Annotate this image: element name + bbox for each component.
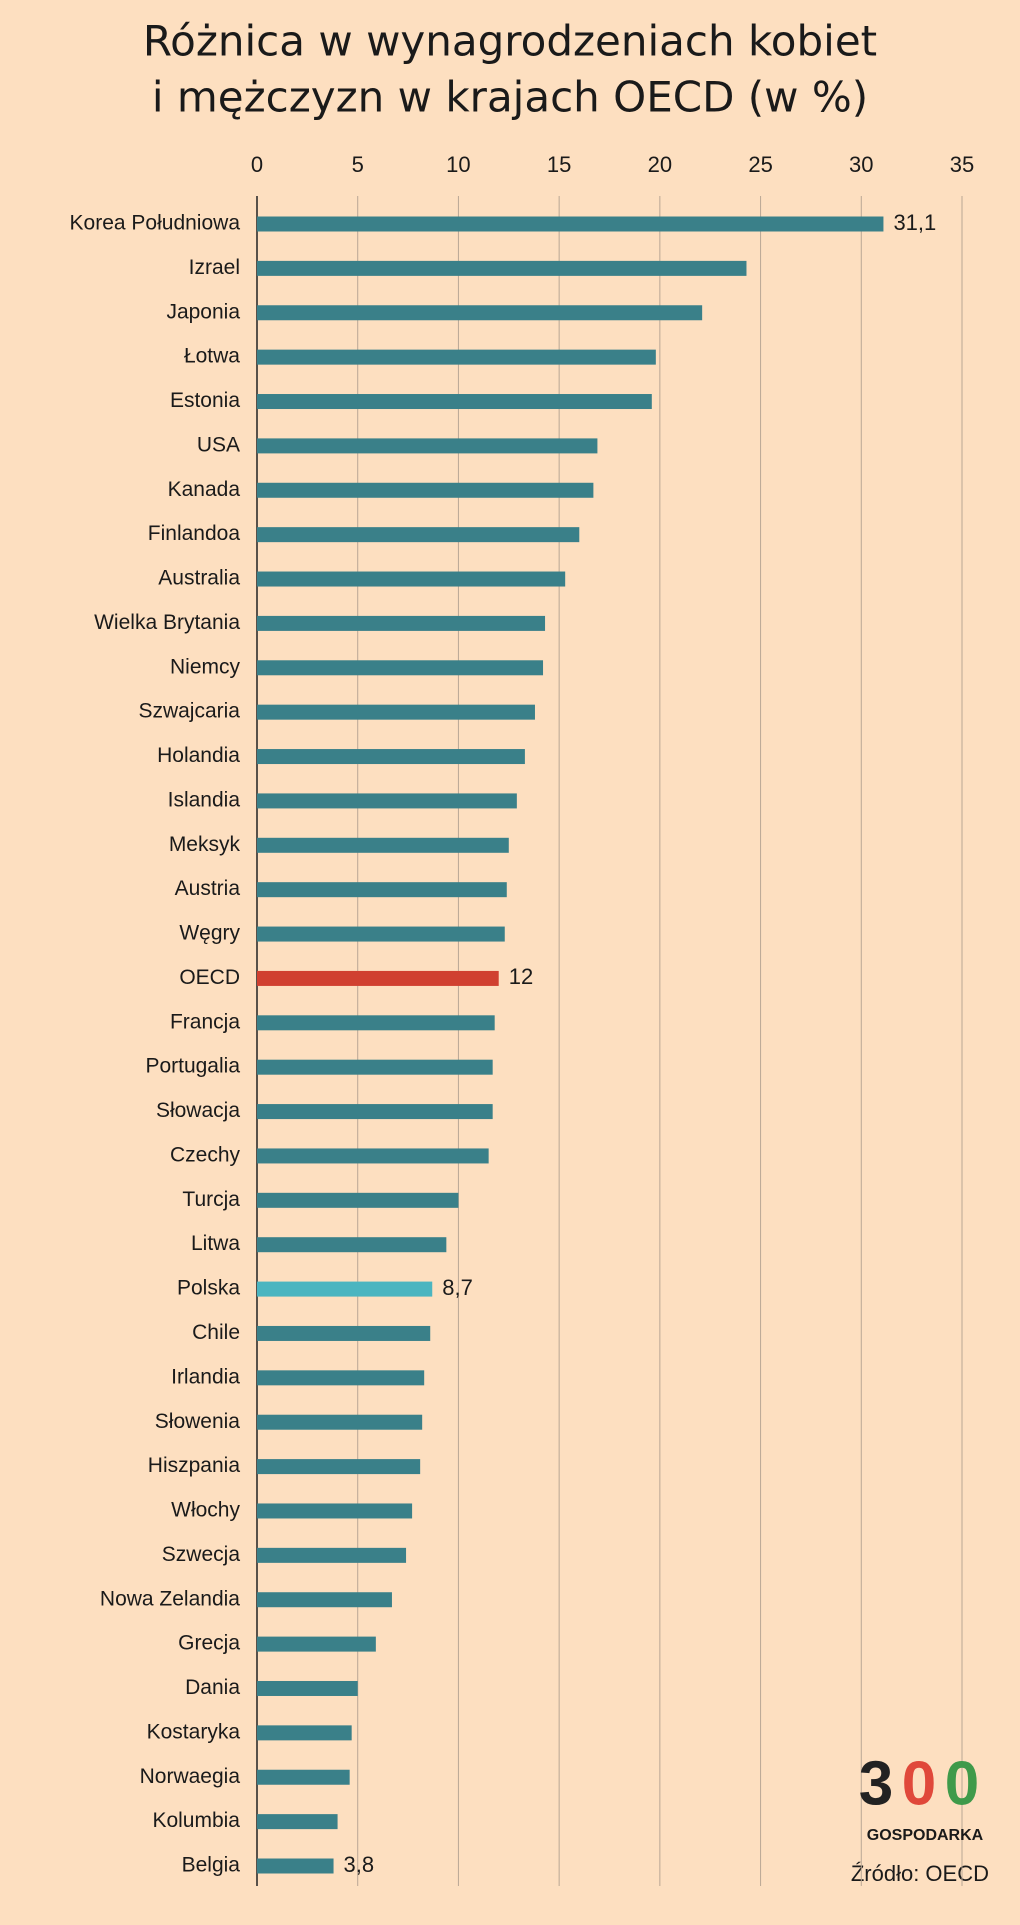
x-tick-label: 10 [446,152,470,177]
y-tick-label: Dania [185,1676,240,1699]
y-tick-label: Czechy [170,1143,241,1166]
y-tick-label: Polska [177,1277,240,1300]
bar [257,1592,392,1608]
y-tick-label: Wielka Brytania [94,611,240,634]
bar [257,1370,425,1386]
bar [257,1104,493,1120]
y-tick-label: Izrael [189,256,240,279]
bar [257,749,525,765]
bar [257,926,505,942]
y-tick-label: Chile [192,1321,240,1344]
bar [257,349,656,365]
y-tick-label: USA [197,433,240,456]
y-tick-label: Kolumbia [152,1809,240,1832]
bar [257,216,884,232]
bar [257,970,499,986]
y-tick-label: Szwecja [162,1543,241,1566]
y-tick-label: Portugalia [145,1055,240,1078]
bar [257,1503,413,1519]
y-tick-label: Grecja [178,1632,240,1655]
y-tick-label: Nowa Zelandia [100,1587,240,1610]
bar [257,1059,493,1075]
bar [257,571,566,587]
y-tick-label: Słowenia [155,1410,241,1433]
y-tick-label: OECD [179,966,240,989]
chart-title: i mężczyzn w krajach OECD (w %) [152,73,868,122]
y-tick-label: Węgry [179,922,240,945]
bar [257,1636,376,1652]
bar [257,1148,489,1164]
bar [257,837,509,853]
logo-digit: 3 [859,1749,893,1818]
y-tick-label: Litwa [191,1232,240,1255]
y-tick-label: Meksyk [169,833,241,856]
bar [257,704,535,720]
x-tick-label: 0 [251,152,263,177]
bar [257,1858,334,1874]
x-tick-label: 30 [849,152,873,177]
logo-digit: 0 [945,1749,979,1818]
data-label: 3,8 [344,1852,375,1877]
y-tick-label: Słowacja [156,1099,240,1122]
source: Źródło: OECD [851,1861,989,1886]
bar [257,1459,421,1475]
y-tick-label: Islandia [168,788,241,811]
bar [257,260,747,276]
bar [257,1680,358,1696]
y-tick-label: Finlandoa [148,522,241,545]
bar [257,1547,407,1563]
x-tick-label: 15 [547,152,571,177]
bar [257,793,517,809]
chart-title: Różnica w wynagrodzeniach kobiet [143,17,877,66]
bar [257,482,594,498]
y-tick-label: Irlandia [171,1365,240,1388]
x-tick-label: 35 [950,152,974,177]
logo-name: GOSPODARKA [867,1827,984,1844]
y-tick-label: Turcja [182,1188,240,1211]
bar [257,1192,459,1208]
y-tick-label: Włochy [171,1499,240,1522]
bar [257,1015,495,1031]
y-tick-label: Kostaryka [147,1720,241,1743]
y-tick-label: Holandia [157,744,240,767]
y-tick-label: Norwaegia [140,1765,241,1788]
x-tick-label: 25 [748,152,772,177]
y-tick-label: Hiszpania [148,1454,241,1477]
bar [257,1769,350,1785]
logo-digit: 0 [902,1749,936,1818]
bar [257,615,546,631]
bar [257,438,598,454]
bar [257,1725,352,1741]
data-label: 12 [509,964,533,989]
bar [257,882,507,898]
y-tick-label: Niemcy [170,655,241,678]
y-tick-label: Austria [175,877,241,900]
bar [257,1414,423,1430]
y-tick-label: Japonia [166,300,240,323]
y-tick-label: Łotwa [184,345,240,368]
bar [257,527,580,543]
bar [257,305,703,321]
y-tick-label: Australia [158,567,240,590]
bar [257,1814,338,1830]
data-label: 8,7 [442,1275,473,1300]
y-tick-label: Szwajcaria [138,700,240,723]
x-tick-label: 5 [352,152,364,177]
bar [257,1237,447,1253]
y-tick-label: Korea Południowa [70,212,241,235]
x-tick-label: 20 [648,152,672,177]
data-label: 31,1 [893,210,936,235]
bar [257,394,652,410]
bar [257,1281,433,1297]
bar [257,660,544,676]
y-tick-label: Francja [170,1010,240,1033]
bar [257,1325,431,1341]
y-tick-label: Kanada [168,478,241,501]
y-tick-label: Belgia [182,1854,241,1877]
y-tick-label: Estonia [170,389,240,412]
